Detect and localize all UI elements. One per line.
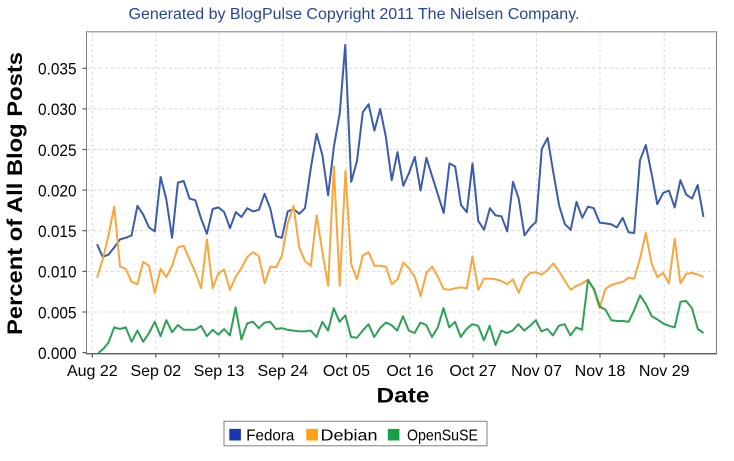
svg-text:Sep 02: Sep 02 xyxy=(130,363,181,380)
svg-text:0.005: 0.005 xyxy=(38,304,77,322)
svg-text:Sep 24: Sep 24 xyxy=(257,363,308,380)
svg-text:0.015: 0.015 xyxy=(38,223,77,241)
svg-text:Nov 07: Nov 07 xyxy=(511,363,562,380)
svg-text:Debian: Debian xyxy=(321,428,378,445)
svg-text:Percent of All Blog Posts: Percent of All Blog Posts xyxy=(4,52,27,335)
svg-text:Oct 27: Oct 27 xyxy=(449,363,496,380)
svg-text:0.035: 0.035 xyxy=(38,61,77,79)
svg-text:0.020: 0.020 xyxy=(38,182,77,200)
svg-text:Date: Date xyxy=(377,385,430,408)
svg-text:Sep 13: Sep 13 xyxy=(194,363,245,380)
svg-text:Nov 29: Nov 29 xyxy=(639,363,690,380)
svg-text:0.025: 0.025 xyxy=(38,142,77,160)
svg-text:Oct 05: Oct 05 xyxy=(323,363,370,380)
svg-text:Nov 18: Nov 18 xyxy=(575,363,626,380)
svg-text:Aug 22: Aug 22 xyxy=(67,363,118,380)
svg-text:Fedora: Fedora xyxy=(246,428,294,445)
svg-text:0.010: 0.010 xyxy=(38,264,77,282)
svg-text:0.030: 0.030 xyxy=(38,101,77,119)
svg-text:Generated by BlogPulse Copyrig: Generated by BlogPulse Copyright 2011 Th… xyxy=(129,6,580,23)
svg-text:0.000: 0.000 xyxy=(38,345,77,363)
svg-text:OpenSuSE: OpenSuSE xyxy=(407,428,478,445)
svg-text:Oct 16: Oct 16 xyxy=(386,363,433,380)
